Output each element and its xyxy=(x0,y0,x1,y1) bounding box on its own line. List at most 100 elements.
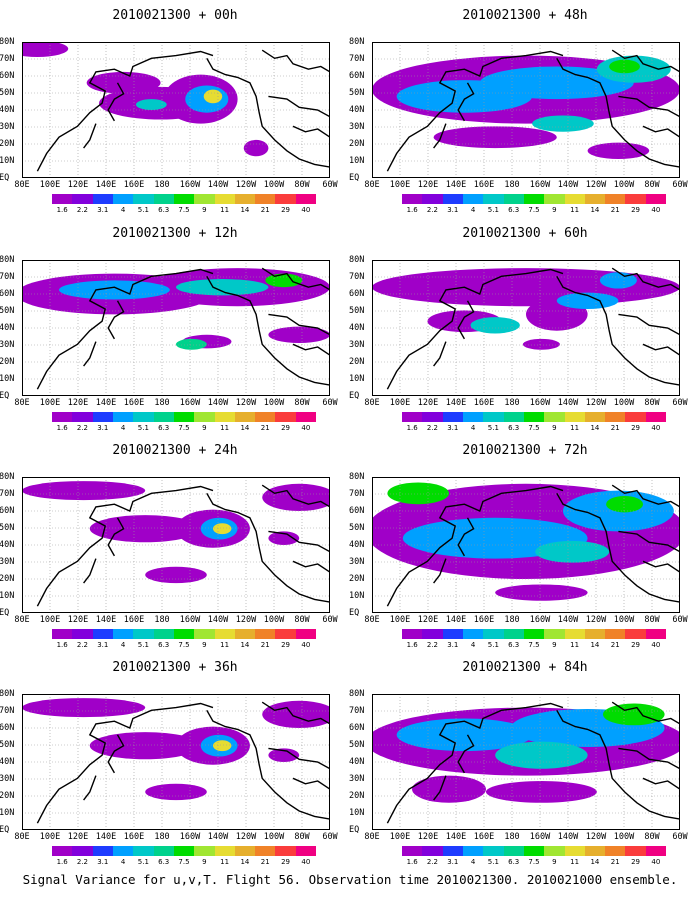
legend-swatch xyxy=(544,412,565,422)
lat-label: 70N xyxy=(349,489,365,499)
legend-swatch xyxy=(173,194,195,204)
legend-label: 2.2 xyxy=(426,424,439,432)
legend-label: 40 xyxy=(301,424,311,432)
lon-label: 140E xyxy=(95,832,117,842)
lon-label: 120E xyxy=(67,615,89,625)
lat-label: 50N xyxy=(349,740,365,750)
coastline xyxy=(206,492,330,603)
coastline xyxy=(611,484,680,508)
legend-label: 21 xyxy=(610,424,620,432)
lon-label: 80E xyxy=(14,832,30,842)
legend-swatch xyxy=(564,629,585,639)
panel-title: 2010021300 + 24h xyxy=(112,443,238,458)
legend-label: 29 xyxy=(281,424,290,432)
map-panel: 2010021300 + 60h 80N 70N 60N 50N 40N 30N 20N 10N… xyxy=(349,218,700,443)
coastline xyxy=(292,777,330,790)
coastline xyxy=(268,747,330,770)
legend-swatch xyxy=(625,412,646,422)
legend-label: 21 xyxy=(260,858,270,866)
legend-swatch xyxy=(255,194,276,204)
legend-swatch xyxy=(523,194,545,204)
lat-label: 40N xyxy=(349,757,365,767)
legend-label: 14 xyxy=(590,858,600,866)
lat-label: 70N xyxy=(349,706,365,716)
legend-label: 6.3 xyxy=(508,858,520,866)
legend-swatch xyxy=(462,629,484,639)
variance-contour xyxy=(212,523,232,535)
coastline xyxy=(556,492,680,603)
legend-label: 2.2 xyxy=(426,641,439,649)
legend-label: 21 xyxy=(260,424,270,432)
lon-label: 160W xyxy=(179,832,201,842)
legend-label: 6.3 xyxy=(158,858,170,866)
coastline xyxy=(292,125,330,138)
lat-label: 60N xyxy=(0,289,15,299)
coastline xyxy=(36,50,214,172)
lon-label: 100E xyxy=(39,832,61,842)
coastline xyxy=(268,95,330,118)
legend-label: 11 xyxy=(220,206,230,214)
lat-label: 30N xyxy=(349,557,365,567)
coastline xyxy=(261,49,330,73)
legend-label: 2.2 xyxy=(426,858,439,866)
lon-label: 60W xyxy=(322,398,338,408)
legend-label: 14 xyxy=(590,424,600,432)
lat-label: 70N xyxy=(0,54,15,64)
color-legend xyxy=(402,629,667,639)
lat-label: 60N xyxy=(0,71,15,81)
legend-swatch xyxy=(133,846,154,856)
lon-label: 180 xyxy=(504,832,520,842)
legend-swatch xyxy=(234,412,256,422)
legend-label: 11 xyxy=(220,858,230,866)
legend-swatch xyxy=(234,194,256,204)
lon-label: 180 xyxy=(154,615,170,625)
lon-label: 120E xyxy=(67,180,89,190)
lat-label: 30N xyxy=(0,774,15,784)
lat-label: 30N xyxy=(349,774,365,784)
lon-label: 140E xyxy=(445,398,467,408)
coastline xyxy=(268,530,330,553)
lon-label: 160W xyxy=(529,398,551,408)
lat-label: 10N xyxy=(349,374,365,384)
panel-title: 2010021300 + 00h xyxy=(112,8,238,23)
coastline xyxy=(611,701,680,725)
legend-swatch xyxy=(503,194,524,204)
map-frame xyxy=(372,42,680,178)
variance-map xyxy=(372,477,680,613)
legend-label: 1.6 xyxy=(56,858,68,866)
legend-label: 9 xyxy=(202,858,207,866)
lon-label: 60W xyxy=(322,832,338,842)
legend-swatch xyxy=(72,194,93,204)
lat-label: 30N xyxy=(0,122,15,132)
lat-label: EQ xyxy=(0,608,10,618)
legend-label: 4 xyxy=(120,858,126,866)
variance-map xyxy=(22,694,330,830)
variance-map xyxy=(22,260,330,396)
legend-label: 7.5 xyxy=(528,424,540,432)
legend-label: 21 xyxy=(610,206,620,214)
legend-label: 3.1 xyxy=(97,424,109,432)
legend-label: 7.5 xyxy=(528,641,540,649)
variance-contour xyxy=(268,326,330,343)
coastline xyxy=(261,267,330,291)
legend-label: 9 xyxy=(202,424,207,432)
legend-swatch xyxy=(112,194,134,204)
variance-contour xyxy=(145,566,207,584)
lon-label: 100W xyxy=(613,180,635,190)
legend-swatch xyxy=(133,629,154,639)
legend-label: 21 xyxy=(610,858,620,866)
coastline xyxy=(107,300,125,340)
variance-contour xyxy=(485,781,597,803)
legend-label: 40 xyxy=(301,206,311,214)
lon-label: 80E xyxy=(364,832,380,842)
lat-label: 10N xyxy=(0,156,15,166)
lon-label: 100E xyxy=(39,398,61,408)
legend-swatch xyxy=(625,846,646,856)
coastline xyxy=(433,775,447,801)
lat-label: 40N xyxy=(349,105,365,115)
legend-swatch xyxy=(462,846,484,856)
lon-label: 80W xyxy=(294,398,310,408)
variance-contour xyxy=(262,700,330,728)
legend-label: 3.1 xyxy=(447,424,459,432)
legend-label: 14 xyxy=(240,641,250,649)
